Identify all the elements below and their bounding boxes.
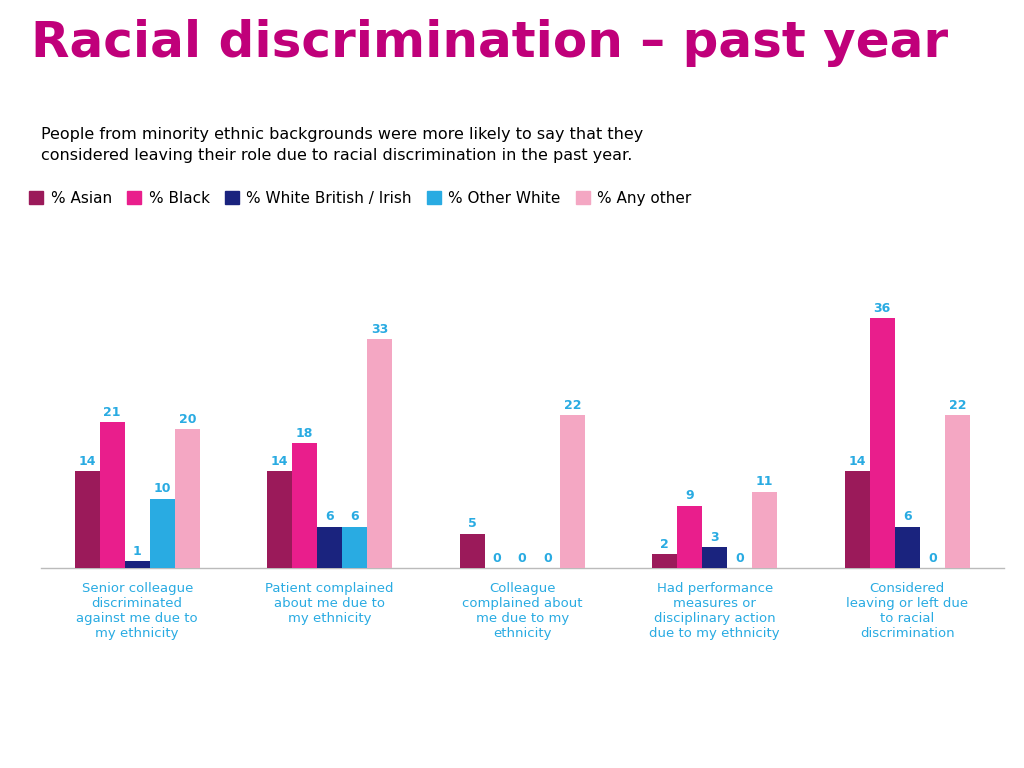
Legend: % Asian, % Black, % White British / Irish, % Other White, % Any other: % Asian, % Black, % White British / Iris…: [30, 190, 691, 206]
Text: 6: 6: [350, 510, 359, 523]
Bar: [99, 422, 125, 568]
Text: 20: 20: [178, 413, 196, 426]
Text: 2: 2: [660, 538, 669, 551]
Text: 11: 11: [756, 475, 773, 488]
Bar: [175, 429, 200, 568]
Text: 0: 0: [735, 552, 744, 564]
Bar: [845, 471, 869, 568]
Text: 14: 14: [849, 455, 866, 468]
Bar: [460, 534, 484, 568]
Text: 14: 14: [79, 455, 96, 468]
Text: 21: 21: [103, 406, 121, 419]
Text: Racial discrimination – past year: Racial discrimination – past year: [31, 19, 948, 68]
Text: 0: 0: [493, 552, 502, 564]
Text: 6: 6: [326, 510, 334, 523]
Bar: [368, 339, 392, 568]
Text: 0: 0: [543, 552, 552, 564]
Bar: [125, 561, 150, 568]
Bar: [560, 415, 585, 568]
Bar: [317, 527, 342, 568]
Text: 33: 33: [371, 323, 388, 336]
Bar: [702, 548, 727, 568]
Bar: [677, 506, 702, 568]
Bar: [753, 492, 777, 568]
Bar: [75, 471, 99, 568]
Bar: [945, 415, 970, 568]
Text: 3: 3: [711, 531, 719, 544]
Bar: [342, 527, 368, 568]
Text: 1: 1: [133, 545, 141, 558]
Bar: [267, 471, 292, 568]
Bar: [869, 318, 895, 568]
Text: 0: 0: [518, 552, 526, 564]
Text: 0: 0: [928, 552, 937, 564]
Text: 10: 10: [154, 482, 171, 495]
Bar: [895, 527, 920, 568]
Text: 5: 5: [468, 517, 476, 530]
Text: 6: 6: [903, 510, 911, 523]
Text: 22: 22: [563, 399, 581, 412]
Text: 36: 36: [873, 302, 891, 315]
Text: 18: 18: [296, 427, 313, 440]
Bar: [292, 443, 317, 568]
Text: People from minority ethnic backgrounds were more likely to say that they
consid: People from minority ethnic backgrounds …: [41, 127, 643, 163]
Text: 9: 9: [685, 489, 694, 502]
Bar: [150, 499, 175, 568]
Bar: [652, 554, 677, 568]
Text: 22: 22: [948, 399, 966, 412]
Text: 14: 14: [271, 455, 289, 468]
